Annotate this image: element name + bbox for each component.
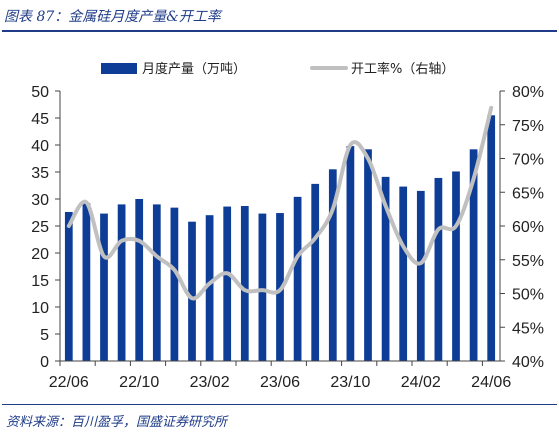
bar [399, 186, 408, 361]
right-tick-label: 60% [512, 219, 544, 236]
left-tick-label: 20 [31, 246, 49, 263]
legend: 月度产量（万吨） 开工率%（右轴） [101, 61, 454, 77]
legend-line-label: 开工率%（右轴） [351, 61, 454, 77]
right-tick-label: 55% [512, 253, 544, 270]
right-tick-label: 80% [512, 84, 544, 101]
x-tick-label: 22/06 [49, 374, 89, 391]
bar [117, 204, 126, 361]
bar [82, 203, 91, 361]
bar [364, 149, 372, 361]
legend-bar-swatch [101, 63, 137, 74]
right-tick-label: 65% [512, 185, 544, 202]
x-tick-label: 23/06 [260, 374, 300, 391]
right-tick-label: 50% [512, 287, 544, 304]
right-tick-label: 45% [512, 320, 544, 337]
bar [328, 169, 337, 361]
right-tick-label: 70% [512, 152, 544, 169]
left-tick-label: 5 [40, 327, 49, 344]
bar [188, 221, 196, 361]
x-tick-label: 22/10 [119, 374, 159, 391]
right-axis: 40% 45% 50% 55% 60% 65% 70% 75% 80% [499, 84, 544, 371]
left-tick-label: 35 [31, 165, 49, 182]
left-tick-label: 0 [40, 354, 49, 371]
bar [434, 177, 443, 361]
chart-svg: 月度产量（万吨） 开工率%（右轴） 0 5 10 15 20 25 30 35 40 45 50 4… [31, 61, 544, 391]
source-divider [2, 404, 557, 405]
left-tick-label: 25 [31, 219, 49, 236]
bar [469, 149, 478, 361]
x-tick-label: 23/10 [330, 374, 370, 391]
caption-divider [2, 30, 557, 32]
left-tick-label: 10 [31, 300, 49, 317]
bar [293, 196, 302, 361]
line-series [66, 105, 494, 301]
right-tick-label: 75% [512, 118, 544, 135]
bar [346, 146, 355, 361]
bar [64, 211, 73, 361]
left-tick-label: 50 [31, 84, 49, 101]
bar [100, 213, 108, 361]
bar [311, 183, 320, 361]
x-tick-label: 24/02 [401, 374, 441, 391]
source-note: 资料来源：百川盈孚，国盛证券研究所 [6, 415, 228, 430]
x-axis: 22/06 22/10 23/02 23/06 23/10 24/02 24/06 [49, 360, 511, 391]
bar [240, 206, 249, 361]
x-tick-label: 24/06 [471, 374, 511, 391]
bar [487, 115, 496, 361]
right-tick-label: 40% [512, 354, 544, 371]
bar [170, 207, 179, 361]
x-tick-label: 23/02 [190, 374, 230, 391]
figure-caption: 图表 87：金属硅月度产量&开工率 [4, 9, 221, 25]
left-axis: 0 5 10 15 20 25 30 35 40 45 50 [31, 84, 61, 371]
bar [452, 171, 460, 361]
legend-bar-label: 月度产量（万吨） [142, 61, 246, 77]
bar [205, 215, 214, 361]
left-tick-label: 40 [31, 138, 49, 155]
bars-series [64, 115, 496, 361]
bar [381, 176, 390, 361]
bar [152, 204, 161, 361]
bar [223, 206, 232, 361]
bar [416, 190, 425, 361]
utilization-line [66, 105, 494, 301]
bar [258, 213, 267, 361]
left-tick-label: 15 [31, 273, 49, 290]
left-tick-label: 30 [31, 192, 49, 209]
bar [135, 199, 144, 361]
left-tick-label: 45 [31, 111, 49, 128]
